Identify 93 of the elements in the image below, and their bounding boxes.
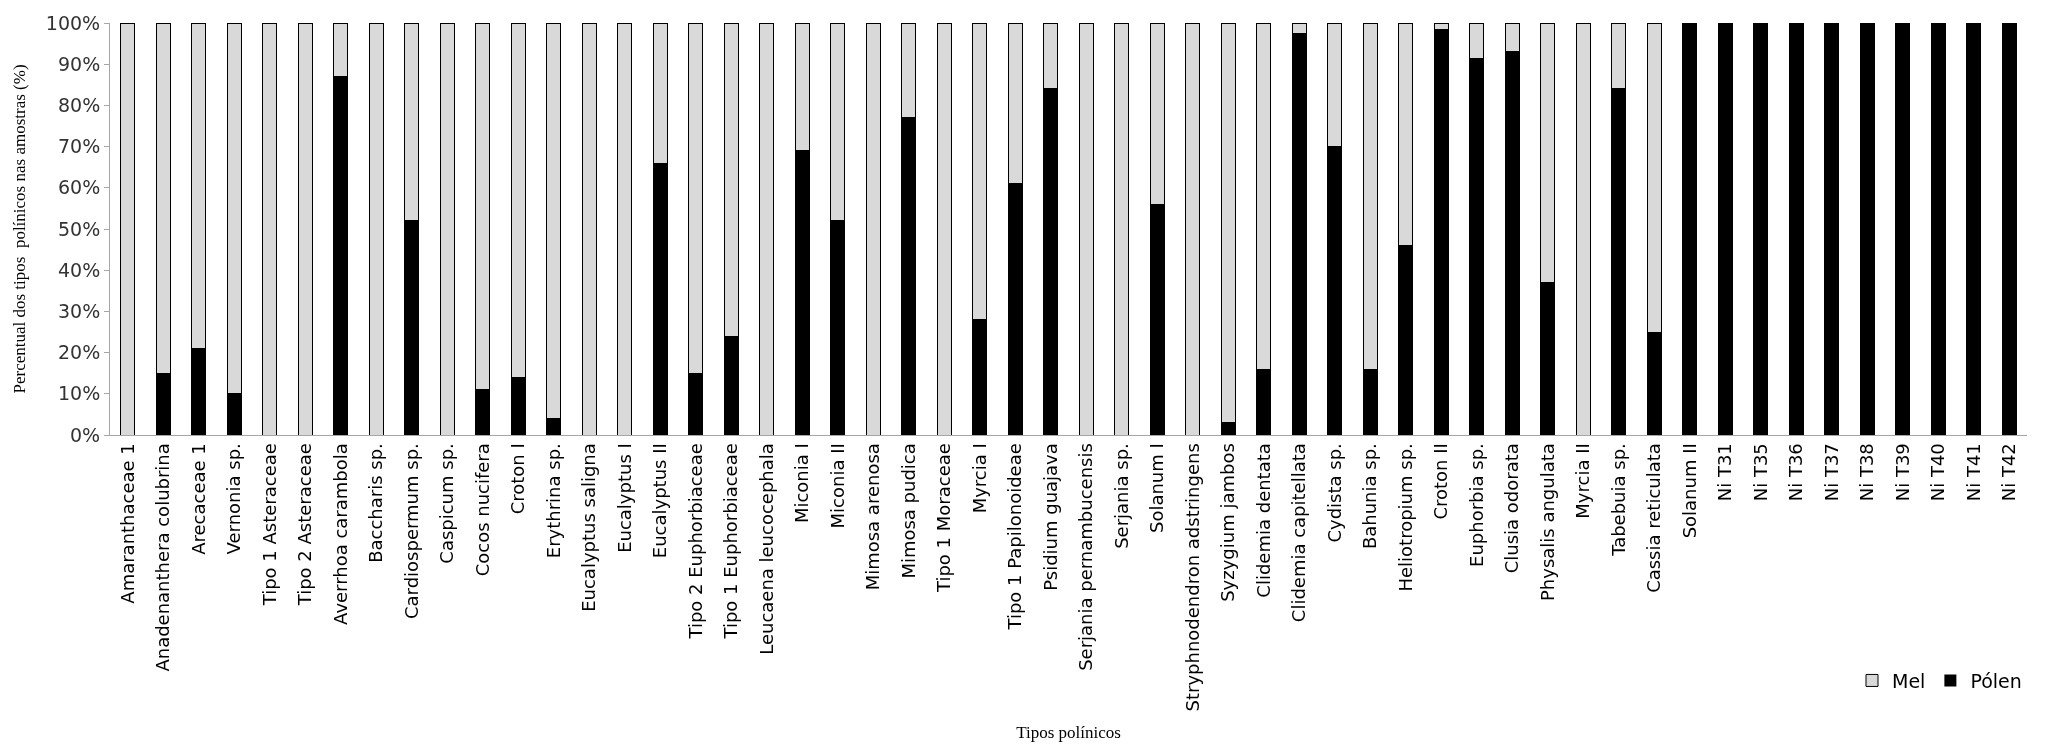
y-tick-label: 20% [57, 341, 101, 364]
bar [1682, 23, 1698, 435]
x-tick-label: Tipo 1 Asteraceae [258, 443, 280, 607]
y-tick-label: 90% [57, 52, 101, 75]
x-tick-label: Clidemia dentata [1252, 443, 1274, 598]
x-tick-label: Croton I [507, 443, 529, 515]
x-tick-label: Ni T42 [1998, 443, 2020, 502]
bar [1930, 23, 1946, 435]
x-tick-label: Ni T35 [1749, 443, 1771, 502]
bar [2001, 23, 2017, 435]
x-tick-label: Ni T40 [1927, 443, 1949, 502]
x-tick-label: Heliotropium sp. [1394, 443, 1416, 592]
x-tick-label: Miconia II [826, 443, 848, 529]
x-tick-label: Solanum I [1146, 443, 1168, 534]
legend-label: Pólen [1970, 669, 2022, 692]
x-tick-label: Cassia reticulata [1643, 443, 1665, 593]
x-tick-label: Anadenanthera colubrina [152, 443, 174, 672]
x-axis-title: Tipos polínicos [1016, 722, 1121, 742]
bar [1575, 23, 1591, 435]
x-tick-label: Mimosa arenosa [862, 443, 884, 591]
bar [1824, 23, 1840, 435]
x-tick-label: Tipo 1 Moraceae [933, 443, 955, 594]
x-tick-label: Cydista sp. [1323, 443, 1345, 543]
x-tick-label: Leucaena leucocephala [755, 443, 777, 655]
bar [1753, 23, 1769, 435]
x-tick-label: Tipo 1 Euphorbiaceae [720, 443, 742, 640]
x-tick-label: Tipo 1 Papilonoideae [1004, 443, 1026, 631]
y-tick-label: 80% [57, 94, 101, 117]
x-tick-label: Ni T31 [1714, 443, 1736, 502]
x-tick-label: Tabebuia sp. [1607, 443, 1629, 557]
y-tick-label: 40% [57, 258, 101, 281]
x-tick-label: Physalis angulata [1536, 443, 1558, 602]
x-tick-label: Arecaceae 1 [187, 443, 209, 555]
x-tick-label: Baccharis sp. [365, 443, 387, 563]
x-tick-label: Clidemia capitellata [1288, 443, 1310, 623]
x-tick-label: Clusia odorata [1501, 443, 1523, 574]
x-tick-label: Stryphnodendron adstringens [1181, 443, 1203, 712]
bar [1788, 23, 1804, 435]
y-tick-label: 100% [45, 11, 101, 34]
x-tick-label: Ni T36 [1785, 443, 1807, 502]
x-tick-label: Myrcia I [968, 443, 990, 514]
x-tick-label: Euphorbia sp. [1465, 443, 1487, 567]
y-tick-label: 50% [57, 217, 101, 240]
bar [1717, 23, 1733, 435]
bar [1895, 23, 1911, 435]
x-tick-label: Eucalyptus II [649, 443, 671, 559]
bar [262, 23, 278, 435]
bar [368, 23, 384, 435]
x-tick-label: Cocos nucifera [471, 443, 493, 577]
y-axis-title: Percentual dos tipos polínicos nas amostras (%) [10, 64, 30, 394]
bar [759, 23, 775, 435]
y-tick-label: 0% [70, 423, 101, 446]
bar [865, 23, 881, 435]
x-tick-label: Caspicum sp. [436, 443, 458, 564]
x-tick-label: Ni T38 [1856, 443, 1878, 502]
y-tick-label: 10% [57, 382, 101, 405]
bar [1966, 23, 1982, 435]
x-tick-label: Ni T39 [1891, 443, 1913, 502]
x-tick-label: Miconia I [791, 443, 813, 524]
x-tick-label: Eucalyptus saligna [578, 443, 600, 612]
bar [936, 23, 952, 435]
x-tick-label: Serjania pernambucensis [1075, 443, 1097, 671]
x-tick-label: Psidium guajava [1039, 443, 1061, 591]
x-tick-label: Vernonia sp. [223, 443, 245, 555]
x-tick-label: Amaranthaceae 1 [116, 443, 138, 604]
x-tick-label: Averrhoa carambola [329, 443, 351, 625]
bar [617, 23, 633, 435]
x-tick-label: Tipo 2 Asteraceae [294, 443, 316, 607]
x-tick-label: Myrcia II [1572, 443, 1594, 519]
x-tick-label: Croton II [1430, 443, 1452, 520]
x-tick-label: Eucalyptus I [613, 443, 635, 553]
y-tick-label: 30% [57, 300, 101, 323]
x-tick-label: Ni T37 [1820, 443, 1842, 502]
x-tick-label: Syzygium jambos [1217, 443, 1239, 602]
x-tick-label: Bahunia sp. [1359, 443, 1381, 550]
y-tick-label: 70% [57, 135, 101, 158]
bar [1114, 23, 1130, 435]
bar [581, 23, 597, 435]
x-tick-label: Solanum II [1678, 443, 1700, 539]
y-tick-label: 60% [57, 176, 101, 199]
x-tick-label: Mimosa pudica [897, 443, 919, 579]
x-tick-label: Serjania sp. [1110, 443, 1132, 549]
x-tick-label: Erythrina sp. [542, 443, 564, 559]
bar [297, 23, 313, 435]
x-tick-label: Ni T41 [1962, 443, 1984, 502]
bar [1078, 23, 1094, 435]
bar [120, 23, 136, 435]
legend-label: Mel [1892, 669, 1926, 692]
bar [1185, 23, 1201, 435]
x-tick-label: Cardiospermum sp. [400, 443, 422, 620]
x-tick-label: Tipo 2 Euphorbiaceae [684, 443, 706, 640]
bar [439, 23, 455, 435]
bar [1859, 23, 1875, 435]
